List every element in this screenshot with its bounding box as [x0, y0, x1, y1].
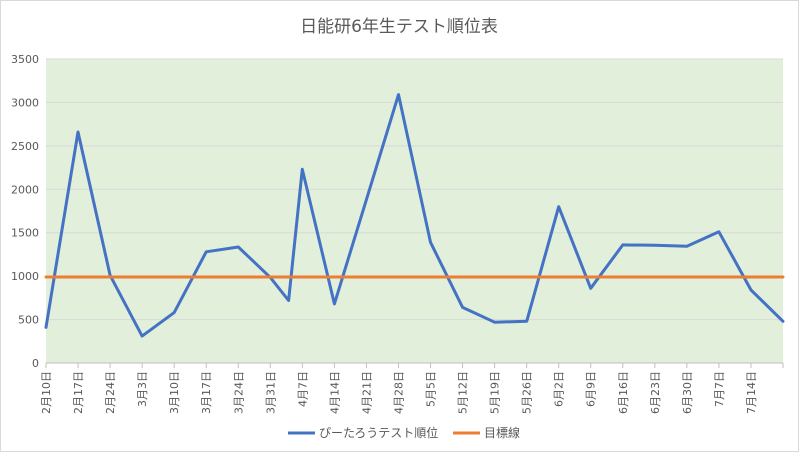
y-tick-label: 3500 [11, 53, 39, 66]
x-tick-label: 4月28日 [392, 371, 405, 414]
plot-area-background [46, 59, 783, 363]
x-tick-label: 6月2日 [553, 371, 566, 407]
x-tick-label: 6月23日 [649, 371, 662, 414]
x-tick-label: 7月7日 [713, 371, 726, 407]
x-tick-label: 3月17日 [200, 371, 213, 414]
y-tick-label: 2500 [11, 140, 39, 153]
x-tick-label: 5月12日 [457, 371, 470, 414]
x-tick-label: 2月17日 [72, 371, 85, 414]
x-tick-label: 2月10日 [40, 371, 53, 414]
x-tick-label: 5月26日 [521, 371, 534, 414]
y-axis: 0 500 1000 1500 2000 2500 3000 3500 [11, 53, 39, 370]
series-line [44, 93, 785, 338]
legend-label: 目標線 [484, 425, 520, 440]
legend-label: ぴーたろうテスト順位 [319, 425, 438, 440]
y-tick-label: 1000 [11, 270, 39, 283]
x-tick-label: 3月10日 [168, 371, 181, 414]
x-tick-label: 5月5日 [425, 371, 438, 407]
x-tick-label: 2月24日 [104, 371, 117, 414]
chart-title: 日能研6年生テスト順位表 [300, 17, 498, 37]
x-tick-label: 4月7日 [296, 371, 309, 407]
y-tick-label: 1500 [11, 227, 39, 240]
x-tick-label: 3月31日 [264, 371, 277, 414]
y-tick-label: 0 [32, 357, 39, 370]
x-tick-label: 7月14日 [745, 371, 758, 414]
x-tick-label: 3月24日 [232, 371, 245, 414]
series-lines [44, 93, 785, 338]
x-tick-label: 5月19日 [489, 371, 502, 414]
x-tick-label: 6月30日 [681, 371, 694, 414]
x-tick-label: 4月14日 [328, 371, 341, 414]
y-tick-label: 3000 [11, 96, 39, 109]
legend: ぴーたろうテスト順位 目標線 [288, 425, 520, 440]
x-tick-label: 3月3日 [136, 371, 149, 407]
x-axis: 2月10日 2月17日 2月24日 3月3日 3月10日 3月17日 3月24日 3月31日 4… [40, 362, 784, 414]
x-tick-label: 6月16日 [617, 371, 630, 414]
y-tick-label: 500 [18, 314, 39, 327]
x-tick-label: 6月9日 [585, 371, 598, 407]
x-tick-label: 4月21日 [360, 371, 373, 414]
y-tick-label: 2000 [11, 183, 39, 196]
